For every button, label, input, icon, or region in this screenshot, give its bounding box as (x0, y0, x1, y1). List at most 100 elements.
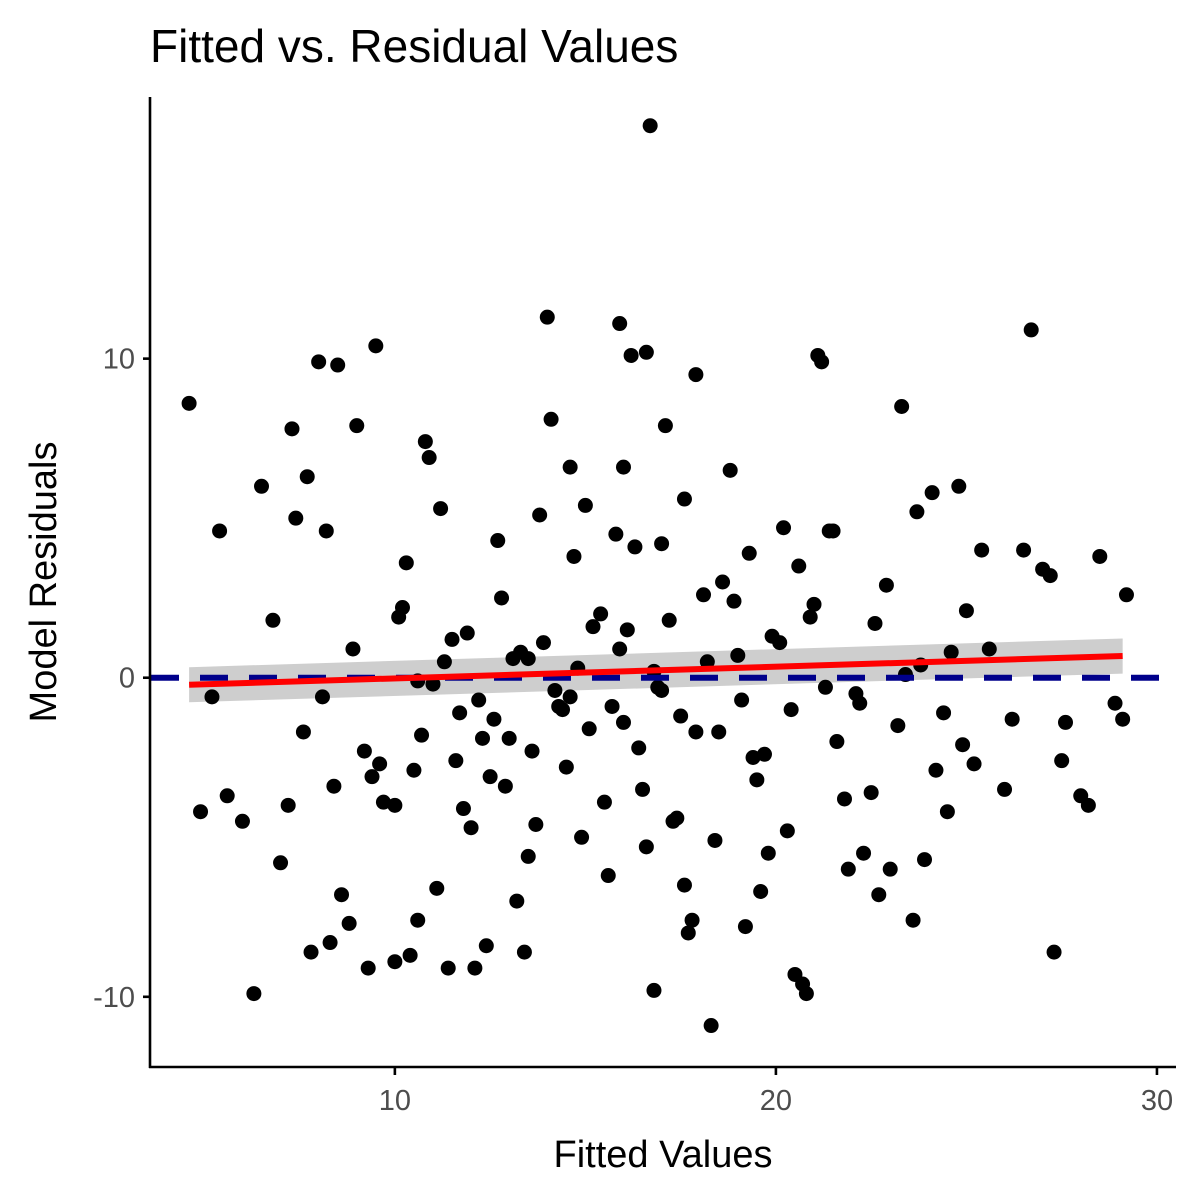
data-point (669, 810, 685, 826)
data-point (688, 367, 704, 383)
data-point (1046, 944, 1062, 960)
data-point (581, 721, 597, 737)
data-point (924, 485, 940, 501)
data-point (299, 469, 315, 485)
data-point (574, 829, 590, 845)
data-point (311, 354, 327, 370)
data-point (905, 912, 921, 928)
data-point (349, 418, 365, 434)
data-point (997, 781, 1013, 797)
data-point (707, 832, 723, 848)
data-point (1042, 568, 1058, 584)
data-point (505, 651, 521, 667)
data-point (520, 651, 536, 667)
data-point (772, 635, 788, 651)
data-point (452, 705, 468, 721)
data-point (814, 354, 830, 370)
data-point (1023, 322, 1039, 338)
data-point (345, 641, 361, 657)
data-point (817, 679, 833, 695)
data-point (387, 954, 403, 970)
data-point (737, 919, 753, 935)
data-point (265, 612, 281, 628)
data-point (890, 718, 906, 734)
data-point (699, 654, 715, 670)
data-point (482, 769, 498, 785)
data-point (638, 839, 654, 855)
data-point (867, 615, 883, 631)
data-point (840, 861, 856, 877)
chart-title: Fitted vs. Residual Values (150, 20, 678, 72)
data-point (612, 641, 628, 657)
data-point (878, 577, 894, 593)
data-point (917, 852, 933, 868)
data-point (326, 778, 342, 794)
data-point (1092, 548, 1108, 564)
data-point (368, 338, 384, 354)
data-point (1080, 797, 1096, 813)
data-point (806, 596, 822, 612)
data-point (791, 558, 807, 574)
data-point (676, 491, 692, 507)
data-point (623, 347, 639, 363)
data-point (871, 887, 887, 903)
data-point (654, 536, 670, 552)
data-point (562, 689, 578, 705)
data-point (696, 587, 712, 603)
data-point (688, 724, 704, 740)
data-point (528, 817, 544, 832)
data-point (974, 542, 990, 558)
data-point (726, 593, 742, 609)
data-point (646, 982, 662, 998)
data-point (494, 590, 510, 606)
data-point (204, 689, 220, 705)
lines-layer (151, 653, 1176, 688)
data-point (520, 848, 536, 864)
data-point (516, 944, 532, 960)
data-point (958, 603, 974, 619)
data-point (334, 887, 350, 903)
data-point (749, 772, 765, 788)
data-point (551, 698, 567, 714)
data-point (1004, 711, 1020, 727)
data-point (863, 785, 879, 801)
data-point (604, 698, 620, 714)
data-point (330, 357, 346, 373)
x-tick-label: 20 (760, 1085, 792, 1117)
data-point (562, 459, 578, 475)
data-point (414, 727, 430, 743)
x-tick-label: 10 (379, 1085, 411, 1117)
data-point (322, 935, 338, 951)
data-point (280, 797, 296, 813)
data-point (1107, 695, 1123, 711)
data-point (909, 504, 925, 520)
data-point (254, 478, 270, 494)
data-point (444, 631, 460, 647)
data-point (295, 724, 311, 740)
data-point (673, 708, 689, 724)
data-point (436, 654, 452, 670)
data-point (486, 711, 502, 727)
data-point (501, 730, 517, 746)
data-point (612, 316, 628, 332)
data-point (619, 622, 635, 638)
data-point (1054, 753, 1070, 769)
data-point (852, 695, 868, 711)
data-point (856, 845, 872, 861)
data-point (539, 309, 555, 325)
data-point (943, 644, 959, 660)
x-tick-label: 30 (1141, 1085, 1173, 1117)
data-point (356, 743, 372, 759)
data-point (734, 692, 750, 708)
data-point (600, 868, 616, 884)
data-point (314, 689, 330, 705)
data-point (212, 523, 228, 539)
data-point (341, 915, 357, 931)
data-point (471, 692, 487, 708)
data-point (829, 734, 845, 750)
data-point (193, 804, 209, 820)
data-point (631, 740, 647, 756)
data-point (936, 705, 952, 721)
data-point (680, 925, 696, 941)
data-point (219, 788, 235, 804)
